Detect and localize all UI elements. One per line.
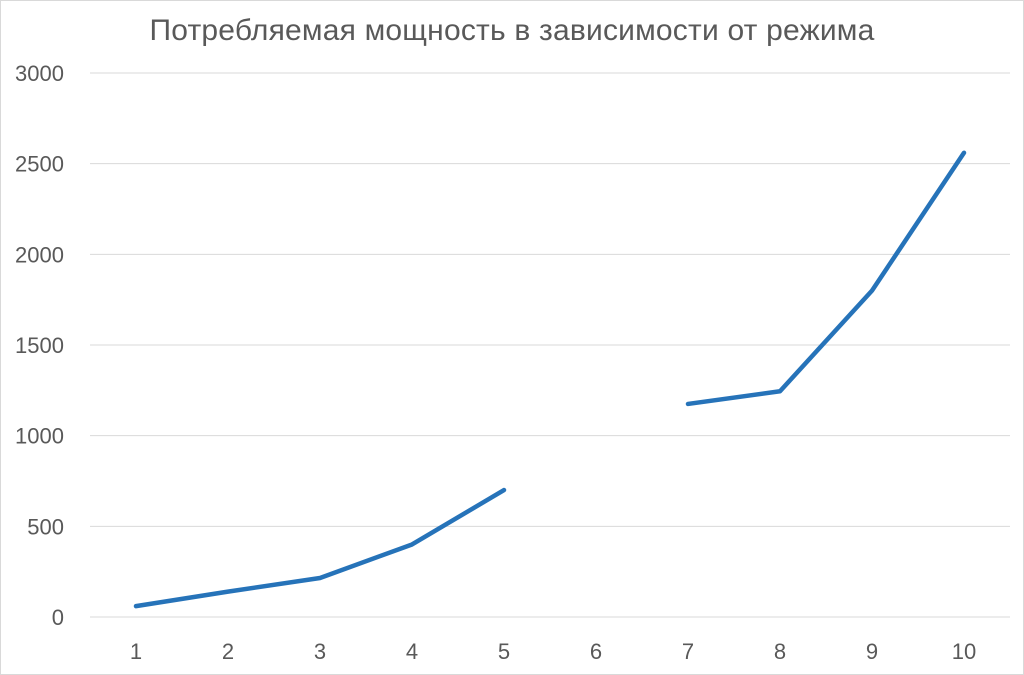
x-axis-tick-label: 5 [498, 639, 510, 664]
x-axis-tick-label: 2 [222, 639, 234, 664]
x-axis-tick-label: 6 [590, 639, 602, 664]
x-axis-tick-label: 9 [866, 639, 878, 664]
x-axis-tick-label: 8 [774, 639, 786, 664]
x-axis-tick-label: 3 [314, 639, 326, 664]
y-axis-tick-label: 2500 [15, 152, 64, 177]
x-axis-tick-label: 1 [130, 639, 142, 664]
x-axis-tick-label: 7 [682, 639, 694, 664]
y-axis-tick-label: 2000 [15, 242, 64, 267]
y-axis-tick-label: 1500 [15, 333, 64, 358]
x-axis-tick-label: 4 [406, 639, 418, 664]
x-axis-tick-label: 10 [952, 639, 976, 664]
y-axis-tick-label: 0 [52, 605, 64, 630]
data-line-segment [685, 150, 967, 407]
y-axis-tick-label: 3000 [15, 61, 64, 86]
chart-title: Потребляемая мощность в зависимости от р… [149, 14, 875, 47]
y-axis-tick-label: 500 [27, 514, 64, 539]
y-axis-tick-label: 1000 [15, 424, 64, 449]
data-line-segment [133, 487, 507, 609]
